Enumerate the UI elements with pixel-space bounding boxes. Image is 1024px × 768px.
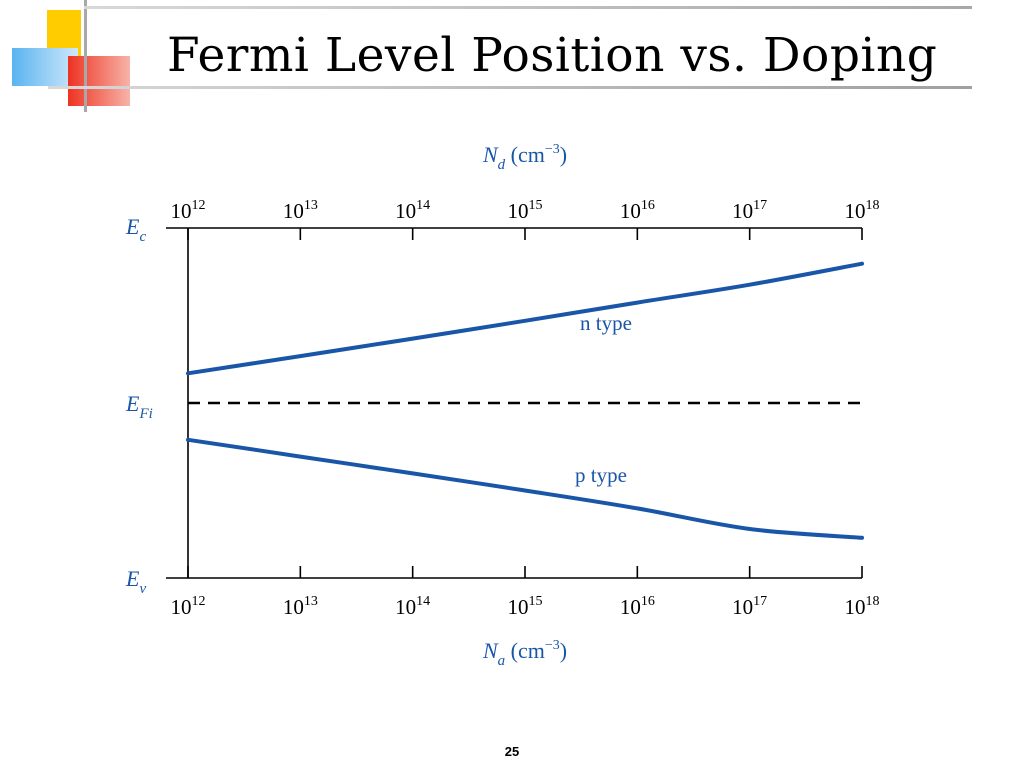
marks-layer [186,261,864,540]
x-tick-label-bottom-4: 1016 [620,594,655,619]
page-number: 25 [504,744,520,759]
x-tick-label-bottom-2: 1014 [395,594,430,619]
x-tick-label-bottom-3: 1015 [508,594,543,619]
x-tick-label-top-1: 1013 [283,198,318,223]
x-tick-label-bottom-0: 1012 [171,594,206,619]
x-tick-label-top-6: 1018 [845,198,880,223]
x-tick-label-top-4: 1016 [620,198,655,223]
decor-blue-square [12,48,78,86]
y-level-label-1: EFi [125,391,153,422]
x-axis-bottom-title: Na (cm−3) [482,638,567,669]
x-tick-label-bottom-1: 1013 [283,594,318,619]
x-tick-label-top-2: 1014 [395,198,430,223]
text-layer: 1012 1012 1013 1013 1014 1014 1015 1015 1016 1016… [125,142,880,669]
curve-p-type [186,437,864,540]
x-axis-top-title: Nd (cm−3) [482,142,567,173]
curve-label-n-type: n type [580,311,632,335]
x-tick-label-bottom-6: 1018 [845,594,880,619]
y-level-label-0: Ec [125,214,146,245]
y-level-label-2: Ev [125,566,146,597]
decor-red-square [68,56,130,106]
decor-top-rule [84,6,972,9]
x-tick-label-top-0: 1012 [171,198,206,223]
curve-label-p-type: p type [575,463,627,487]
decor-bottom-rule [48,86,972,89]
slide-title: Fermi Level Position vs. Doping [167,28,938,83]
x-tick-label-bottom-5: 1017 [732,594,767,619]
decor-vertical-line [84,0,87,112]
curve-n-type [186,261,864,376]
x-tick-label-top-3: 1015 [508,198,543,223]
x-tick-label-top-5: 1017 [732,198,767,223]
